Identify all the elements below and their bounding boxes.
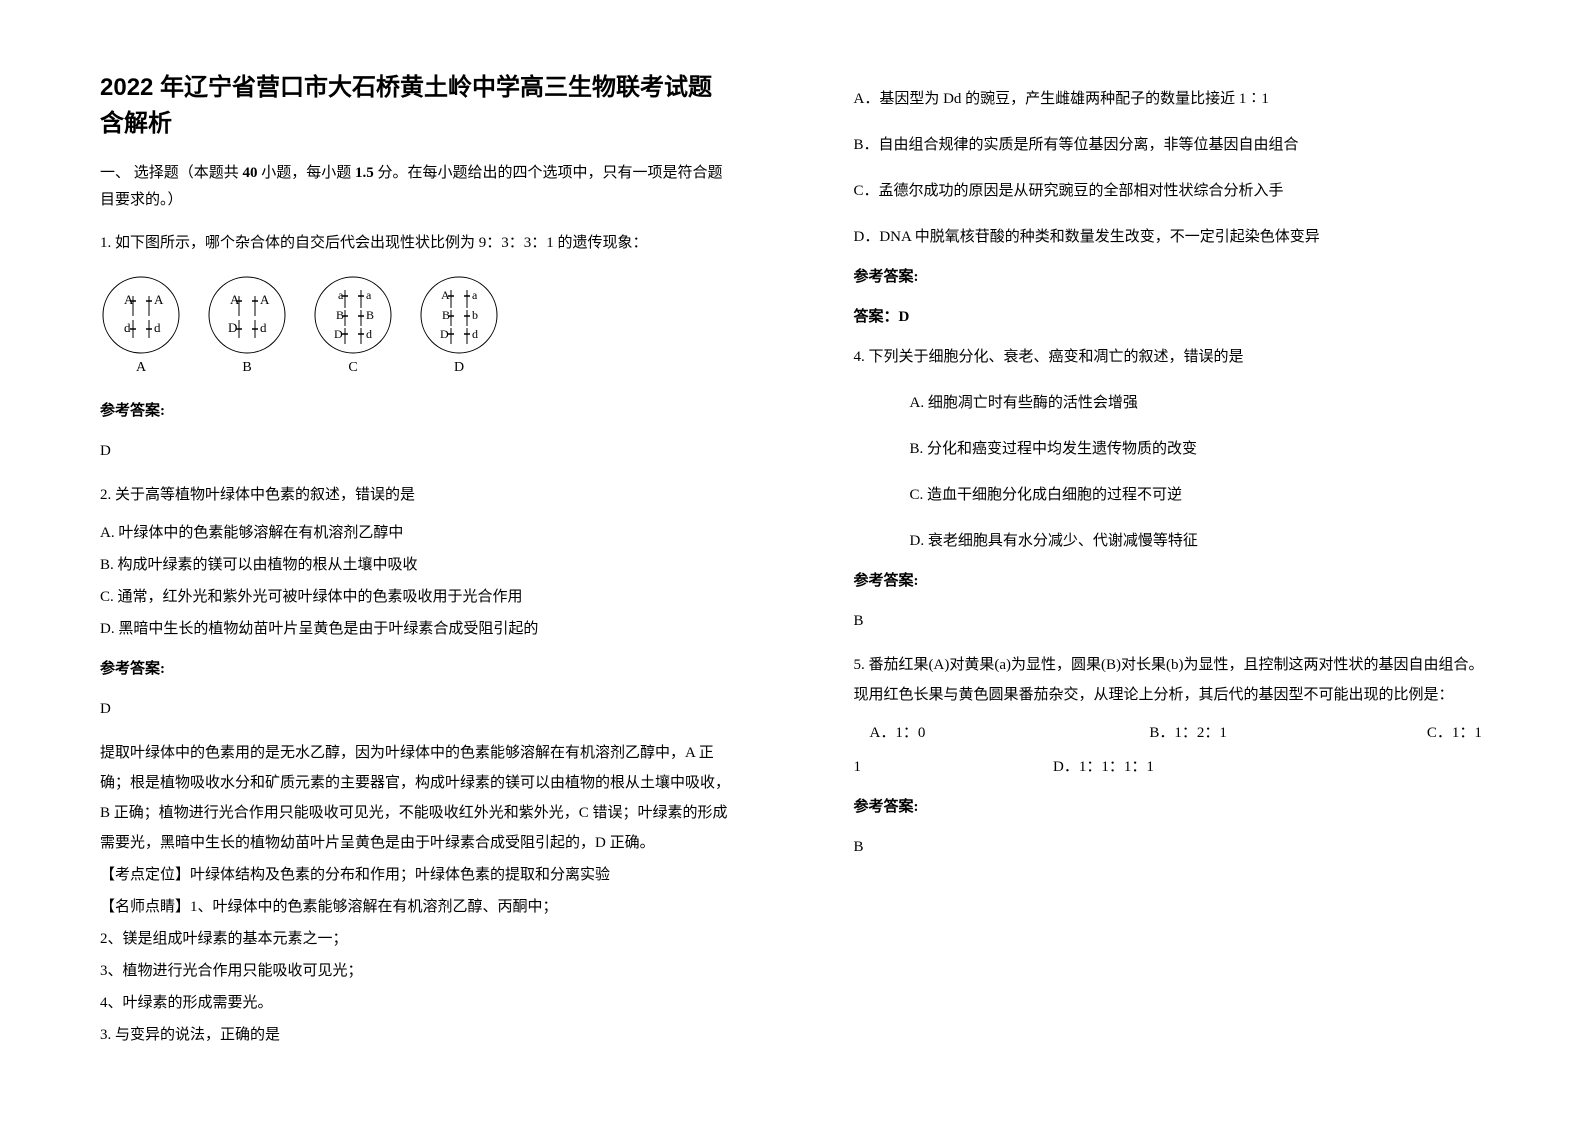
cell-b-bl: D (228, 320, 237, 335)
q1-text: 1. 如下图所示，哪个杂合体的自交后代会出现性状比例为 9：3：3：1 的遗传现… (100, 228, 734, 258)
cell-d-ml: B (442, 308, 450, 322)
cell-row: A A d d A (100, 274, 734, 376)
q5-options-row1: A．1：0 B．1：2：1 C．1：1 (854, 718, 1488, 748)
q2-optB: B. 构成叶绿素的镁可以由植物的根从土壤中吸收 (100, 550, 734, 580)
q2-optC: C. 通常，红外光和紫外光可被叶绿体中的色素吸收用于光合作用 (100, 582, 734, 612)
q2-optD: D. 黑暗中生长的植物幼苗叶片呈黄色是由于叶绿素合成受阻引起的 (100, 614, 734, 644)
cell-b: A A D d B (206, 274, 288, 376)
cell-d-mr: b (472, 308, 478, 322)
cell-c-mr: B (366, 308, 374, 322)
q5-optA: A．1：0 (870, 725, 926, 741)
q2-note5: 4、叶绿素的形成需要光。 (100, 988, 734, 1018)
cell-c-br: d (366, 327, 372, 341)
q1-answer: D (100, 436, 734, 466)
cell-a-bl: d (124, 320, 131, 335)
cell-c: a a B B D d C (312, 274, 394, 376)
q4-optC: C. 造血干细胞分化成白细胞的过程不可逆 (854, 480, 1488, 510)
q2-explanation: 提取叶绿体中的色素用的是无水乙醇，因为叶绿体中的色素能够溶解在有机溶剂乙醇中，A… (100, 738, 734, 858)
q3-optB: B．自由组合规律的实质是所有等位基因分离，非等位基因自由组合 (854, 130, 1488, 160)
q3-answer-label: 参考答案: (854, 262, 1488, 292)
cell-a-br: d (154, 320, 161, 335)
q5-answer-label: 参考答案: (854, 792, 1488, 822)
q3-answer: 答案：D (854, 302, 1488, 332)
q1-diagram: A A d d A (100, 274, 734, 376)
section-score: 1.5 (355, 165, 374, 181)
cell-d: A a B b D d D (418, 274, 500, 376)
cell-d-br: d (472, 327, 478, 341)
q5-options-row2: 1D．1：1：1：1 (854, 752, 1488, 782)
q4-optA: A. 细胞凋亡时有些酶的活性会增强 (854, 388, 1488, 418)
q5-answer: B (854, 832, 1488, 862)
cell-c-svg: a a B B D d (312, 274, 394, 356)
q2-note4: 3、植物进行光合作用只能吸收可见光； (100, 956, 734, 986)
section-count: 40 (243, 165, 258, 181)
right-column: A．基因型为 Dd 的豌豆，产生雌雄两种配子的数量比接近 1∶1 B．自由组合规… (794, 0, 1587, 1122)
q2-note3: 2、镁是组成叶绿素的基本元素之一； (100, 924, 734, 954)
page-title: 2022 年辽宁省营口市大石桥黄土岭中学高三生物联考试题含解析 (100, 70, 734, 142)
q3-optC: C．孟德尔成功的原因是从研究豌豆的全部相对性状综合分析入手 (854, 176, 1488, 206)
cell-d-bl: D (440, 327, 449, 341)
q3-optA: A．基因型为 Dd 的豌豆，产生雌雄两种配子的数量比接近 1∶1 (854, 84, 1488, 114)
cell-d-label: D (454, 360, 464, 376)
cell-b-svg: A A D d (206, 274, 288, 356)
cell-b-br: d (260, 320, 267, 335)
cell-a-label: A (136, 360, 146, 376)
cell-b-label: B (242, 360, 251, 376)
q4-optB: B. 分化和癌变过程中均发生遗传物质的改变 (854, 434, 1488, 464)
q4-optD: D. 衰老细胞具有水分减少、代谢减慢等特征 (854, 526, 1488, 556)
q5-text: 5. 番茄红果(A)对黄果(a)为显性，圆果(B)对长果(b)为显性，且控制这两… (854, 650, 1488, 710)
q3-text: 3. 与变异的说法，正确的是 (100, 1020, 734, 1050)
q2-text: 2. 关于高等植物叶绿体中色素的叙述，错误的是 (100, 480, 734, 510)
cell-a-tr: A (154, 292, 164, 307)
cell-a-tl: A (124, 292, 134, 307)
q1-answer-label: 参考答案: (100, 396, 734, 426)
left-column: 2022 年辽宁省营口市大石桥黄土岭中学高三生物联考试题含解析 一、 选择题（本… (0, 0, 794, 1122)
q3-optD: D．DNA 中脱氧核苷酸的种类和数量发生改变，不一定引起染色体变异 (854, 222, 1488, 252)
q5-optC: C．1：1 (1427, 725, 1482, 741)
q5-optB: B．1：2：1 (1149, 725, 1227, 741)
q5-optD: D．1：1：1：1 (1053, 759, 1154, 775)
q4-answer: B (854, 606, 1488, 636)
cell-d-tr: a (472, 288, 478, 302)
q2-note1: 【考点定位】叶绿体结构及色素的分布和作用；叶绿体色素的提取和分离实验 (100, 860, 734, 890)
cell-c-tr: a (366, 288, 372, 302)
cell-c-bl: D (334, 327, 343, 341)
q2-note2: 【名师点睛】1、叶绿体中的色素能够溶解在有机溶剂乙醇、丙酮中； (100, 892, 734, 922)
exam-page: 2022 年辽宁省营口市大石桥黄土岭中学高三生物联考试题含解析 一、 选择题（本… (0, 0, 1587, 1122)
cell-a: A A d d A (100, 274, 182, 376)
cell-c-ml: B (336, 308, 344, 322)
q2-answer: D (100, 694, 734, 724)
cell-c-label: C (348, 360, 357, 376)
cell-b-tr: A (260, 292, 270, 307)
cell-b-tl: A (230, 292, 240, 307)
q4-text: 4. 下列关于细胞分化、衰老、癌变和凋亡的叙述，错误的是 (854, 342, 1488, 372)
section-prefix: 一、 选择题（本题共 (100, 165, 243, 181)
q2-optA: A. 叶绿体中的色素能够溶解在有机溶剂乙醇中 (100, 518, 734, 548)
cell-a-svg: A A d d (100, 274, 182, 356)
section-header: 一、 选择题（本题共 40 小题，每小题 1.5 分。在每小题给出的四个选项中，… (100, 160, 734, 214)
section-mid: 小题，每小题 (258, 165, 356, 181)
cell-d-tl: A (441, 288, 450, 302)
q4-answer-label: 参考答案: (854, 566, 1488, 596)
cell-c-tl: a (338, 288, 344, 302)
q2-answer-label: 参考答案: (100, 654, 734, 684)
cell-d-svg: A a B b D d (418, 274, 500, 356)
